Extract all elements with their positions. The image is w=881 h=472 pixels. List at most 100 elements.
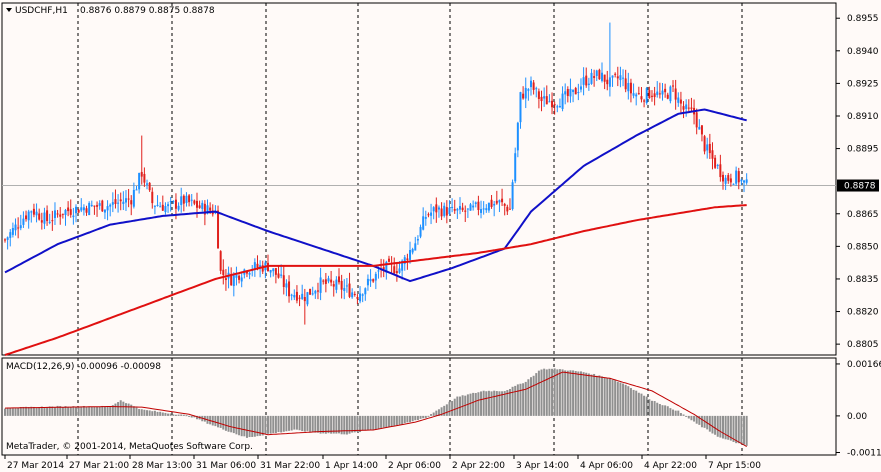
macd-bar <box>551 368 554 416</box>
candle-body <box>703 136 706 152</box>
macd-bar <box>4 408 6 416</box>
candles-group <box>4 22 748 325</box>
candle-body <box>532 82 535 90</box>
macd-bar <box>361 415 364 431</box>
candle-body <box>93 205 96 207</box>
macd-bar <box>238 415 241 436</box>
macd-bar <box>77 407 80 416</box>
candle-body <box>256 263 259 268</box>
candle-body <box>490 199 493 207</box>
macd-bar <box>522 383 525 416</box>
macd-bar <box>437 409 440 416</box>
macd-bar <box>735 415 738 444</box>
macd-bar <box>661 405 664 416</box>
macd-bar <box>146 410 149 416</box>
candle-body <box>629 82 632 94</box>
candle-body <box>180 196 183 206</box>
candle-body <box>6 237 9 240</box>
macd-bar <box>403 415 406 424</box>
macd-bar <box>38 407 41 416</box>
macd-bar <box>556 369 559 416</box>
candle-body <box>735 170 738 184</box>
candle-body <box>366 278 369 286</box>
candle-body <box>729 178 732 183</box>
candle-body <box>480 209 483 213</box>
candle-body <box>151 191 154 204</box>
macd-bar <box>343 415 346 435</box>
candle-body <box>272 268 275 272</box>
macd-bar <box>672 409 675 416</box>
candle-body <box>411 249 414 253</box>
macd-bar <box>185 415 188 417</box>
macd-bar <box>217 415 220 428</box>
candle-body <box>498 200 501 203</box>
candle-body <box>690 107 693 109</box>
candle-body <box>382 267 385 270</box>
candle-body <box>614 73 617 75</box>
candle-body <box>595 70 598 76</box>
macd-bar <box>406 415 409 423</box>
macd-bar <box>487 390 490 416</box>
macd-bar <box>253 415 256 437</box>
macd-bar <box>561 369 564 416</box>
candle-body <box>716 165 719 167</box>
macd-bar <box>82 405 85 416</box>
macd-bar <box>414 415 417 421</box>
candle-body <box>361 294 364 296</box>
candle-body <box>261 265 264 272</box>
candle-body <box>635 94 638 97</box>
candle-body <box>427 214 430 216</box>
macd-bar <box>161 412 164 416</box>
candle-body <box>19 225 22 229</box>
macd-bar <box>451 400 454 416</box>
candle-body <box>577 92 580 94</box>
candle-body <box>451 206 454 208</box>
macd-bar <box>540 369 543 416</box>
macd-bar <box>327 415 330 434</box>
macd-bar <box>364 415 367 431</box>
candle-body <box>419 226 422 237</box>
price-tick-label: 0.8820 <box>847 308 879 318</box>
macd-bar <box>432 412 435 416</box>
candle-body <box>282 275 285 287</box>
candle-body <box>740 179 743 182</box>
macd-bar <box>303 415 306 432</box>
macd-bar <box>272 415 275 434</box>
candle-body <box>622 77 625 79</box>
candle-body <box>117 202 120 204</box>
macd-bar <box>409 415 412 423</box>
candle-body <box>598 69 601 80</box>
macd-bar <box>167 413 170 416</box>
macd-bar <box>251 415 254 437</box>
candle-body <box>148 182 151 191</box>
macd-bar <box>632 389 635 416</box>
macd-bar <box>508 388 511 416</box>
macd-bar <box>111 405 114 416</box>
candle-body <box>466 208 469 210</box>
macd-bar <box>640 393 643 416</box>
macd-bar <box>490 391 493 416</box>
candle-body <box>295 291 298 301</box>
macd-bar <box>51 406 54 416</box>
candle-body <box>56 213 59 215</box>
macd-bar <box>603 377 606 416</box>
candle-body <box>235 274 238 278</box>
candle-body <box>14 224 17 231</box>
candle-body <box>103 209 106 213</box>
macd-bar <box>298 415 301 431</box>
candle-body <box>474 202 477 204</box>
candle-body <box>290 294 293 296</box>
macd-bar <box>316 415 319 433</box>
macd-bar <box>295 415 298 430</box>
macd-bar <box>645 396 648 416</box>
candle-body <box>9 232 12 238</box>
candle-body <box>714 157 717 168</box>
candle-body <box>603 74 606 82</box>
macd-bar <box>461 395 464 416</box>
candle-body <box>38 213 41 220</box>
candle-body <box>72 215 75 218</box>
macd-bar <box>109 406 112 416</box>
candle-body <box>477 201 480 210</box>
